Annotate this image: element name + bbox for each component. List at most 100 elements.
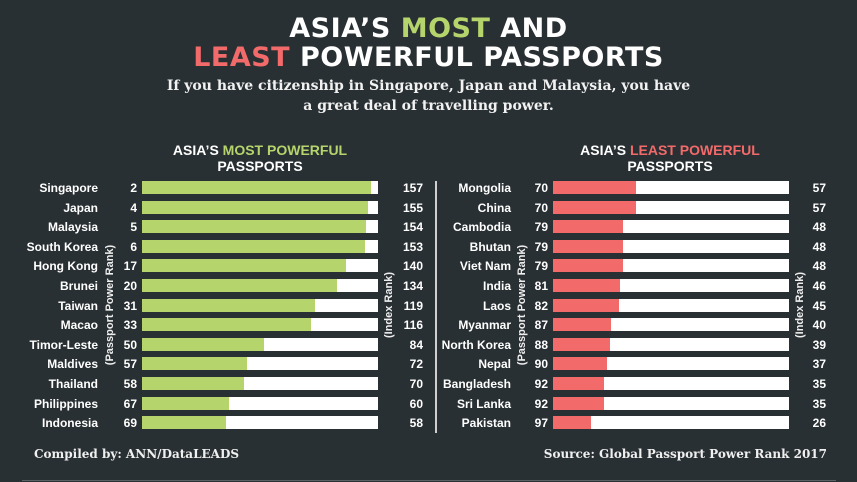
country-label: Singapore	[39, 181, 98, 195]
bar-fill	[142, 259, 346, 273]
bar-track	[142, 357, 378, 371]
country-label: Viet Nam	[459, 259, 511, 274]
passport-rank-value: 6	[130, 239, 137, 254]
country-label: Indonesia	[41, 416, 98, 431]
bar-fill	[553, 396, 604, 410]
country-label: Pakistan	[461, 416, 511, 431]
passport-rank-value: 58	[123, 377, 137, 391]
panel-title-highlight: MOST POWERFUL	[222, 142, 348, 158]
index-rank-value: 154	[402, 220, 423, 235]
bar-fill	[142, 318, 311, 332]
passport-rank-value: 17	[123, 259, 137, 274]
passport-rank-value: 92	[534, 396, 548, 411]
country-label: Timor-Leste	[29, 337, 98, 352]
passport-rank-value: 2	[130, 181, 137, 195]
index-rank-value: 48	[812, 259, 826, 274]
index-rank-value: 57	[812, 181, 826, 195]
bar-track	[142, 220, 378, 234]
title-text: ASIA’S	[289, 13, 401, 44]
passport-rank-value: 31	[123, 298, 137, 313]
passport-rank-value: 79	[534, 259, 548, 274]
index-rank-value: 157	[402, 181, 423, 195]
title-highlight-least: LEAST	[193, 42, 291, 73]
index-rank-value: 45	[812, 298, 826, 313]
panel-title-text: PASSPORTS	[627, 158, 713, 174]
bar-fill	[142, 200, 368, 214]
country-label: Brunei	[59, 279, 98, 293]
country-label: China	[477, 200, 511, 215]
source-credit: Source: Global Passport Power Rank 2017	[543, 447, 827, 461]
bar-fill	[553, 298, 619, 312]
passport-rank-value: 4	[130, 200, 137, 215]
index-rank-value: 140	[402, 259, 423, 274]
bar-track	[142, 259, 378, 273]
bar-fill	[553, 318, 612, 332]
country-label: Macao	[60, 318, 98, 333]
bar-track	[553, 181, 789, 194]
bar-track	[142, 298, 378, 312]
country-label: Maldives	[47, 357, 98, 372]
bar-fill	[142, 396, 230, 410]
index-rank-value: 26	[812, 416, 826, 431]
bar-fill	[553, 377, 604, 390]
passport-rank-value: 20	[123, 279, 137, 293]
bar-fill	[553, 220, 623, 234]
index-rank-value: 84	[409, 337, 423, 352]
title-text: POWERFUL PASSPORTS	[290, 42, 664, 73]
country-label: Bangladesh	[442, 377, 511, 391]
index-rank-value: 70	[409, 377, 423, 391]
bar-fill	[553, 200, 637, 214]
country-label: Sri Lanka	[456, 396, 511, 411]
left-index-axis-label: (Index Rank)	[383, 272, 395, 339]
bar-fill	[553, 337, 610, 351]
index-rank-value: 119	[403, 298, 423, 313]
bar-track	[553, 239, 789, 253]
passport-rank-value: 69	[123, 416, 137, 431]
country-label: Cambodia	[452, 220, 511, 235]
passport-rank-value: 33	[123, 318, 137, 333]
bar-fill	[142, 416, 227, 430]
passport-rank-value: 70	[534, 181, 548, 195]
title-highlight-most: MOST	[400, 13, 491, 44]
bar-fill	[142, 220, 367, 234]
country-label: Myanmar	[458, 318, 511, 333]
bar-track	[553, 337, 789, 351]
bar-fill	[142, 298, 316, 312]
bar-track	[142, 279, 378, 292]
index-rank-value: 155	[402, 200, 423, 215]
right-panel-title: ASIA’S LEAST POWERFUL PASSPORTS	[530, 142, 810, 174]
bar-fill	[142, 337, 265, 351]
passport-rank-value: 87	[534, 318, 548, 333]
bar-track	[142, 396, 378, 410]
index-rank-value: 39	[812, 337, 826, 352]
bar-track	[142, 181, 378, 194]
bar-track	[553, 220, 789, 234]
bar-fill	[553, 239, 623, 253]
bar-fill	[553, 357, 607, 371]
bar-fill	[553, 279, 620, 292]
country-label: Nepal	[478, 357, 511, 372]
index-rank-value: 153	[402, 239, 423, 254]
right-rank-axis-label: (Passport Power Rank)	[516, 244, 528, 366]
index-rank-value: 134	[402, 279, 423, 293]
title-text: AND	[490, 13, 568, 44]
bar-track	[553, 279, 789, 292]
bar-fill	[553, 181, 637, 194]
bar-fill	[142, 357, 247, 371]
index-rank-value: 40	[812, 318, 826, 333]
bar-track	[142, 337, 378, 351]
bar-track	[142, 200, 378, 214]
panel-title-text: ASIA’S	[580, 142, 630, 158]
country-label: India	[482, 279, 511, 293]
country-label: Mongolia	[458, 181, 511, 195]
passport-rank-value: 57	[123, 357, 137, 372]
bar-fill	[142, 239, 365, 253]
passport-rank-value: 82	[534, 298, 548, 313]
bar-fill	[553, 259, 623, 273]
country-label: Taiwan	[58, 298, 98, 313]
compiled-by: Compiled by: ANN/DataLEADS	[34, 447, 240, 461]
panel-title-text: ASIA’S	[172, 142, 223, 158]
passport-rank-value: 50	[123, 337, 137, 352]
country-label: Japan	[63, 200, 98, 215]
passport-rank-value: 81	[534, 279, 548, 293]
